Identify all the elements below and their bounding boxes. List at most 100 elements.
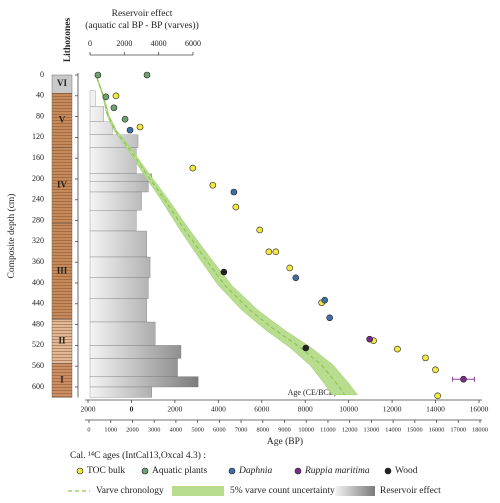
data-point (230, 188, 238, 196)
ce-tick-label: 14000 (426, 405, 445, 414)
data-point (220, 268, 228, 276)
bp-tick-label: 8000 (256, 426, 269, 433)
legend-title: Cal. ¹⁴C ages (IntCal13,Oxcal 4.3) : (70, 450, 206, 461)
bp-tick-label: 13000 (364, 426, 380, 433)
y-tick-label: 480 (32, 319, 44, 328)
data-point (321, 296, 328, 304)
y-tick-label: 520 (32, 340, 44, 349)
reservoir-bar (89, 376, 199, 388)
legend-label: 5% varve count uncertainty (230, 486, 335, 496)
reservoir-bar (89, 173, 152, 182)
lithozone-label: IV (57, 180, 68, 190)
bp-axis-title: Age (BP) (267, 436, 303, 447)
legend-marker (228, 467, 236, 475)
top-tick-label: 2000 (116, 39, 132, 48)
y-axis-title: Composite depth (cm) (6, 194, 17, 279)
bp-tick-label: 7000 (235, 426, 248, 433)
top-axis-title: Reservoir effect (112, 8, 173, 19)
legend-label: Daphnia (238, 466, 273, 476)
bp-tick-label: 0 (87, 426, 90, 433)
bp-tick-label: 18000 (472, 426, 488, 433)
bp-tick-label: 4000 (170, 426, 183, 433)
data-point (94, 71, 102, 79)
reservoir-bar (89, 230, 147, 258)
y-tick-label: 120 (32, 132, 44, 141)
lithozone-label: I (60, 375, 64, 385)
ce-tick-label: 0 (130, 405, 134, 414)
reservoir-bar (89, 345, 182, 359)
legend-marker (76, 467, 84, 475)
bp-tick-label: 9000 (278, 426, 291, 433)
lithozone-stripes (52, 319, 72, 364)
y-tick-label: 160 (32, 153, 44, 162)
y-tick-label: 40 (36, 91, 44, 100)
data-point (302, 344, 310, 352)
legend-label: Aquatic plants (152, 466, 207, 476)
y-tick-label: 440 (32, 299, 44, 308)
y-tick-label: 360 (32, 257, 44, 266)
ce-tick-label: 2000 (81, 405, 96, 414)
top-tick-label: 0 (88, 39, 92, 48)
y-tick-label: 560 (32, 361, 44, 370)
data-point (121, 115, 129, 123)
data-point (209, 181, 217, 189)
bp-tick-label: 2000 (126, 426, 139, 433)
reservoir-bar (89, 121, 113, 135)
legend-marker (335, 486, 375, 496)
legend-marker (141, 467, 149, 475)
data-point (189, 164, 197, 172)
reservoir-bar (89, 134, 139, 148)
legend: TOC bulk Aquatic plants Daphnia Ruppia mari… (68, 466, 441, 496)
ce-tick-label: 2000 (167, 405, 182, 414)
data-point (256, 226, 264, 234)
data-point (126, 126, 134, 134)
bp-tick-label: 15000 (407, 426, 423, 433)
y-tick-label: 320 (32, 236, 44, 245)
y-tick-label: 0 (40, 70, 44, 79)
legend-marker (384, 467, 392, 475)
legend-label: Varve chronology (96, 486, 164, 496)
ce-tick-label: 10000 (339, 405, 358, 414)
reservoir-bar (89, 256, 151, 278)
bp-tick-label: 1000 (104, 426, 117, 433)
legend-label: TOC bulk (87, 466, 125, 476)
data-point (422, 354, 429, 362)
ce-tick-label: 8000 (298, 405, 313, 414)
legend-marker (172, 486, 224, 496)
bp-tick-label: 5000 (191, 426, 204, 433)
lithozone-label: II (58, 336, 66, 346)
bp-tick-label: 17000 (450, 426, 466, 433)
legend-label: Wood (395, 466, 418, 476)
y-tick-label: 400 (32, 278, 44, 287)
reservoir-bar (89, 191, 142, 211)
bp-tick-label: 11000 (320, 426, 336, 433)
data-point (136, 123, 144, 131)
y-tick-label: 200 (32, 174, 44, 183)
data-point (110, 104, 118, 112)
reservoir-bar (89, 386, 152, 398)
data-point (460, 375, 467, 383)
uncertainty-band (96, 77, 358, 396)
reservoir-bar (89, 181, 149, 193)
lithozone-stripes (52, 363, 72, 398)
data-point (292, 274, 300, 282)
legend-label: Ruppia maritima (304, 466, 370, 476)
y-tick-label: 280 (32, 215, 44, 224)
legend-label: Reservoir effect (380, 485, 441, 496)
bp-tick-label: 14000 (385, 426, 401, 433)
data-point (366, 335, 373, 343)
bp-tick-label: 12000 (342, 426, 358, 433)
data-point (394, 345, 401, 353)
lithozone-label: VI (57, 78, 67, 88)
lithozone-stripes (52, 93, 72, 148)
data-point (434, 392, 441, 400)
lithozone-label: V (59, 115, 66, 125)
reservoir-bar (89, 147, 137, 174)
ce-tick-label: 4000 (211, 405, 226, 414)
data-point (143, 71, 151, 79)
reservoir-bar (89, 210, 137, 232)
data-point (286, 264, 294, 272)
y-tick-label: 80 (36, 111, 44, 120)
lithozones-title: Lithozones (63, 18, 73, 63)
